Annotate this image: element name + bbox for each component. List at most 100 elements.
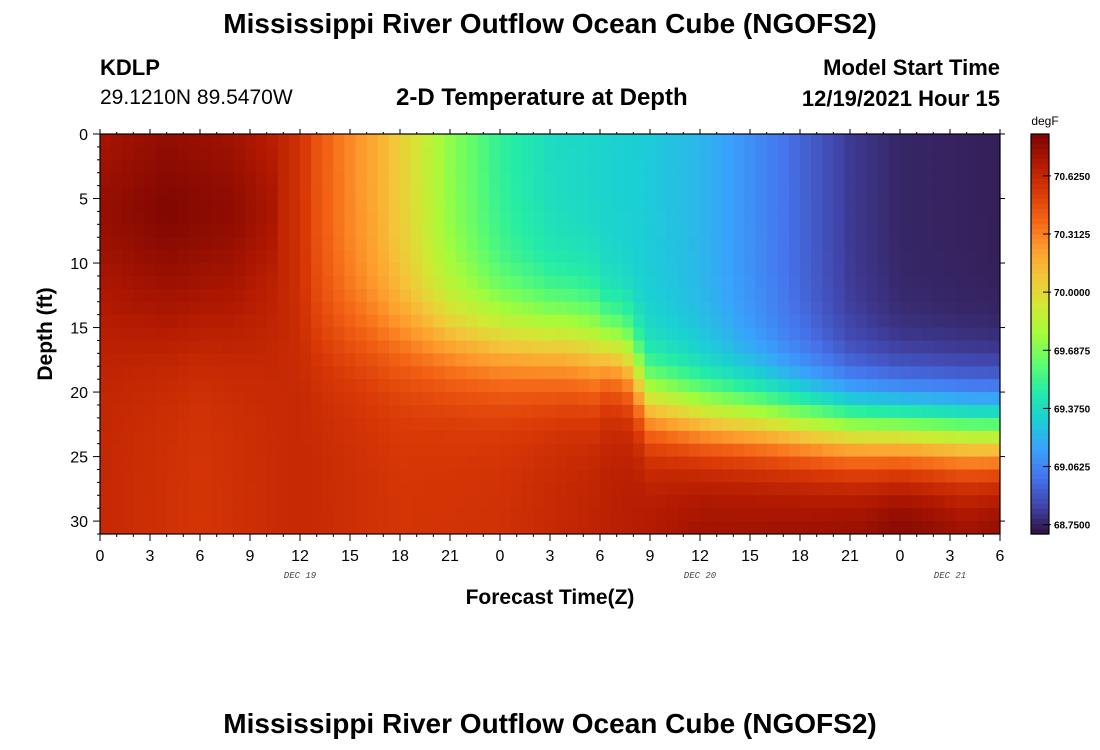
heatmap-cell	[977, 288, 990, 303]
heatmap-cell	[833, 417, 846, 432]
heatmap-cell	[522, 224, 534, 238]
heatmap-cell	[600, 301, 612, 316]
heatmap-cell	[333, 482, 346, 496]
heatmap-cell	[611, 353, 623, 367]
heatmap-cell	[455, 353, 468, 367]
heatmap-cell	[211, 456, 223, 471]
heatmap-cell	[477, 146, 490, 161]
heatmap-cell	[866, 327, 879, 342]
heatmap-cell	[966, 327, 979, 342]
heatmap-cell	[977, 159, 990, 174]
heatmap-cell	[722, 172, 734, 187]
heatmap-cell	[333, 185, 346, 200]
heatmap-cell	[711, 353, 723, 367]
heatmap-cell	[300, 366, 312, 380]
x-tick-label: 21	[441, 548, 459, 565]
heatmap-cell	[844, 172, 857, 187]
heatmap-cell	[222, 392, 234, 406]
heatmap-cell	[400, 301, 412, 316]
heatmap-cell	[622, 288, 634, 303]
heatmap-cell	[322, 146, 334, 161]
heatmap-cell	[166, 469, 179, 483]
heatmap-cell	[400, 185, 412, 200]
heatmap-cell	[222, 159, 234, 174]
heatmap-cell	[588, 172, 601, 187]
heatmap-cell	[366, 224, 379, 238]
heatmap-cell	[333, 211, 346, 225]
heatmap-cell	[622, 443, 634, 458]
heatmap-cell	[333, 224, 346, 238]
heatmap-cell	[366, 417, 379, 432]
heatmap-cell	[555, 185, 568, 200]
heatmap-cell	[444, 366, 457, 380]
heatmap-cell	[244, 211, 257, 225]
heatmap-cell	[611, 263, 623, 277]
heatmap-cell	[400, 146, 412, 161]
heatmap-cell	[866, 198, 879, 213]
heatmap-cell	[133, 482, 146, 496]
heatmap-cell	[144, 353, 157, 367]
heatmap-cell	[444, 469, 457, 483]
heatmap-cell	[422, 224, 434, 238]
heatmap-cell	[900, 263, 912, 277]
heatmap-cell	[755, 482, 768, 496]
heatmap-cell	[833, 340, 846, 354]
heatmap-cell	[177, 288, 190, 303]
heatmap-cell	[911, 379, 923, 393]
heatmap-cell	[244, 430, 257, 445]
heatmap-cell	[844, 146, 857, 161]
heatmap-cell	[744, 417, 757, 432]
heatmap-cell	[400, 327, 412, 342]
heatmap-cell	[588, 275, 601, 290]
heatmap-cell	[700, 379, 712, 393]
heatmap-cell	[388, 224, 401, 238]
heatmap-cell	[944, 275, 957, 290]
heatmap-cell	[422, 508, 434, 522]
heatmap-cell	[800, 224, 812, 238]
heatmap-cell	[244, 353, 257, 367]
heatmap-cell	[366, 301, 379, 316]
heatmap-cell	[955, 224, 968, 238]
heatmap-cell	[444, 301, 457, 316]
heatmap-cell	[311, 146, 323, 161]
heatmap-cell	[900, 495, 912, 509]
heatmap-cell	[288, 146, 301, 161]
heatmap-cell	[633, 288, 646, 303]
heatmap-cell	[388, 263, 401, 277]
heatmap-cell	[977, 211, 990, 225]
heatmap-cell	[655, 172, 668, 187]
heatmap-cell	[466, 159, 479, 174]
heatmap-cell	[322, 521, 334, 534]
heatmap-cell	[488, 263, 501, 277]
heatmap-cell	[122, 495, 134, 509]
heatmap-cell	[888, 469, 901, 483]
heatmap-cell	[800, 159, 812, 174]
heatmap-cell	[944, 456, 957, 471]
heatmap-cell	[700, 250, 712, 264]
heatmap-cell	[933, 469, 946, 483]
heatmap-cell	[655, 417, 668, 432]
heatmap-cell	[577, 327, 590, 342]
heatmap-cell	[255, 198, 268, 213]
heatmap-cell	[755, 379, 768, 393]
heatmap-cell	[922, 469, 934, 483]
heatmap-cell	[522, 495, 534, 509]
heatmap-cell	[355, 185, 368, 200]
heatmap-cell	[822, 456, 834, 471]
heatmap-cell	[955, 275, 968, 290]
heatmap-cells	[100, 134, 1000, 534]
heatmap-cell	[588, 353, 601, 367]
heatmap-cell	[255, 237, 268, 251]
heatmap-cell	[400, 224, 412, 238]
heatmap-cell	[933, 404, 946, 419]
heatmap-cell	[322, 224, 334, 238]
heatmap-cell	[466, 469, 479, 483]
heatmap-cell	[566, 443, 579, 458]
heatmap-cell	[911, 146, 923, 161]
heatmap-cell	[188, 185, 201, 200]
heatmap-cell	[566, 275, 579, 290]
heatmap-cell	[800, 134, 812, 148]
heatmap-cell	[155, 495, 168, 509]
heatmap-cell	[700, 404, 712, 419]
heatmap-cell	[111, 159, 123, 174]
